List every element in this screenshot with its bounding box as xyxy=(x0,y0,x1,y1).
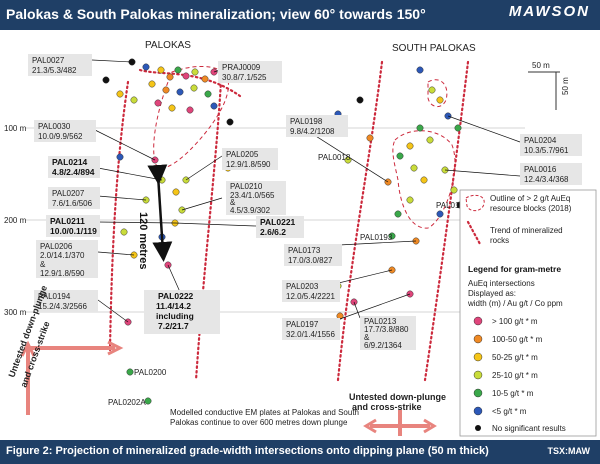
legend-trend-line2: rocks xyxy=(490,236,509,245)
scale-bar xyxy=(528,71,560,110)
pal0197-grade: 32.0/1.4/1556 xyxy=(286,330,335,339)
untested-arrow-left xyxy=(20,340,124,415)
scale-vertical-label: 50 m xyxy=(561,77,570,95)
praj0009-grade: 30.8/7.1/525 xyxy=(222,73,267,82)
pal0222-id: PAL0222 xyxy=(158,291,194,301)
pal0211-id: PAL0211 xyxy=(50,216,85,226)
pal0016-grade: 12.4/3.4/368 xyxy=(524,175,569,184)
pal0195-id: PAL0195 xyxy=(436,201,469,210)
em-note-line2: Palokas continue to over 600 metres down… xyxy=(170,418,348,427)
pal0030-id: PAL0030 xyxy=(38,122,71,131)
pal0204-grade: 10.3/5.7/961 xyxy=(524,146,569,155)
pal0030-grade: 10.0/9.9/562 xyxy=(38,132,83,141)
label-boxes xyxy=(28,54,582,350)
header-bar: Palokas & South Palokas mineralization; … xyxy=(0,0,600,30)
legend-sub-1: AuEq intersections xyxy=(468,279,535,288)
pal0198-id: PAL0198 xyxy=(290,117,323,126)
legend: Outline of > 2 g/t AuEq resource blocks … xyxy=(459,189,597,437)
pal0214-grade: 4.8/2.4/894 xyxy=(52,167,95,177)
depth-extent-arrow xyxy=(147,164,173,262)
legend-sub-2: Displayed as: xyxy=(468,289,516,298)
pal0222-grade: 11.4/14.2 xyxy=(156,301,191,311)
pal0018-id: PAL0018 xyxy=(318,153,351,162)
pal0213-id: PAL0213 xyxy=(364,317,397,326)
depth-label-200: 200 m xyxy=(4,216,27,225)
pal0173-grade: 17.0/3.0/827 xyxy=(288,256,333,265)
legend-outline-line2: resource blocks (2018) xyxy=(490,204,572,213)
callout-120m: 120 metres xyxy=(137,212,149,270)
scale-label: 50 m xyxy=(532,61,550,70)
pal0214-id: PAL0214 xyxy=(52,157,88,167)
legend-class-3: 50-25 g/t * m xyxy=(492,353,538,362)
pal0204-id: PAL0204 xyxy=(524,136,557,145)
zone-south-palokas: SOUTH PALOKAS xyxy=(392,43,476,54)
untested-bottom-line1: Untested down-plunge xyxy=(349,392,446,402)
pal0210-grade1: 23.4/1.0/565 xyxy=(230,191,275,200)
legend-class-6: <5 g/t * m xyxy=(492,407,527,416)
em-note-line1: Modelled conductive EM plates at Palokas… xyxy=(170,408,359,417)
intersection-dots xyxy=(102,58,464,405)
untested-bottom-line2: and cross-strike xyxy=(352,402,422,412)
footer-bar: Figure 2: Projection of mineralized grad… xyxy=(0,440,600,464)
pal0205-grade: 12.9/1.8/590 xyxy=(226,160,271,169)
figure-caption: Figure 2: Projection of mineralized grad… xyxy=(6,445,489,457)
pal0213-grade1: 17.7/3.8/880 xyxy=(364,325,409,334)
pal0198-grade: 9.8/4.2/1208 xyxy=(290,127,335,136)
pal0222-including: including xyxy=(156,311,194,321)
depth-label-300: 300 m xyxy=(4,308,27,317)
figure-title: Palokas & South Palokas mineralization; … xyxy=(6,6,426,22)
legend-class-7: No significant results xyxy=(492,424,566,433)
pal0027-grade: 21.3/5.3/482 xyxy=(32,66,77,75)
legend-class-5: 10-5 g/t * m xyxy=(492,389,534,398)
pal0202a-id: PAL0202A xyxy=(108,398,146,407)
hole-labels: PAL0027 21.3/5.3/482 PRAJ0009 30.8/7.1/5… xyxy=(32,56,569,407)
pal0194-grade: 15.2/4.3/2566 xyxy=(38,302,87,311)
pal0213-and: & xyxy=(364,333,370,342)
pal0210-grade2: 4.5/3.9/302 xyxy=(230,206,271,215)
legend-class-4: 25-10 g/t * m xyxy=(492,371,538,380)
pal0197-id: PAL0197 xyxy=(286,320,319,329)
depth-label-100: 100 m xyxy=(4,124,27,133)
pal0193-id: PAL0193 xyxy=(360,233,393,242)
mawson-logo: MAWSON xyxy=(508,3,590,20)
pal0221-grade: 2.6/6.2 xyxy=(260,227,286,237)
section-figure: 100 m 200 m 300 m 50 m 50 m PALOKAS SOUT… xyxy=(4,40,597,437)
ticker-label: TSX:MAW xyxy=(547,446,591,456)
praj0009-id: PRAJ0009 xyxy=(222,63,261,72)
pal0203-grade: 12.0/5.4/2221 xyxy=(286,292,335,301)
legend-class-2: 100-50 g/t * m xyxy=(492,335,543,344)
pal0207-id: PAL0207 xyxy=(52,189,85,198)
pal0207-grade: 7.6/1.6/506 xyxy=(52,199,93,208)
pal0222-grade2: 7.2/21.7 xyxy=(158,321,189,331)
pal0213-grade2: 6/9.2/1364 xyxy=(364,341,402,350)
pal0205-id: PAL0205 xyxy=(226,150,259,159)
leader-lines xyxy=(91,59,521,327)
zone-palokas: PALOKAS xyxy=(145,40,191,51)
pal0206-grade1: 2.0/14.1/370 xyxy=(40,251,85,260)
untested-arrow-bottom xyxy=(363,410,437,436)
legend-gm-title: Legend for gram-metre xyxy=(468,264,561,274)
pal0194-id: PAL0194 xyxy=(38,292,71,301)
pal0016-id: PAL0016 xyxy=(524,165,557,174)
pal0206-and: & xyxy=(40,260,46,269)
pal0210-id: PAL0210 xyxy=(230,182,263,191)
legend-sub-3: width (m) / Au g/t / Co ppm xyxy=(467,299,563,308)
pal0206-grade2: 12.9/1.8/590 xyxy=(40,269,85,278)
pal0211-grade: 10.0/0.1/119 xyxy=(50,226,97,236)
legend-trend-line1: Trend of mineralized xyxy=(490,226,563,235)
pal0206-id: PAL0206 xyxy=(40,242,73,251)
pal0027-id: PAL0027 xyxy=(32,56,65,65)
pal0221-id: PAL0221 xyxy=(260,217,296,227)
pal0200-id: PAL0200 xyxy=(134,368,167,377)
pal0203-id: PAL0203 xyxy=(286,282,319,291)
pal0173-id: PAL0173 xyxy=(288,246,321,255)
legend-outline-line1: Outline of > 2 g/t AuEq xyxy=(490,194,570,203)
legend-class-1: > 100 g/t * m xyxy=(492,317,538,326)
pal0210-and: & xyxy=(230,198,236,207)
